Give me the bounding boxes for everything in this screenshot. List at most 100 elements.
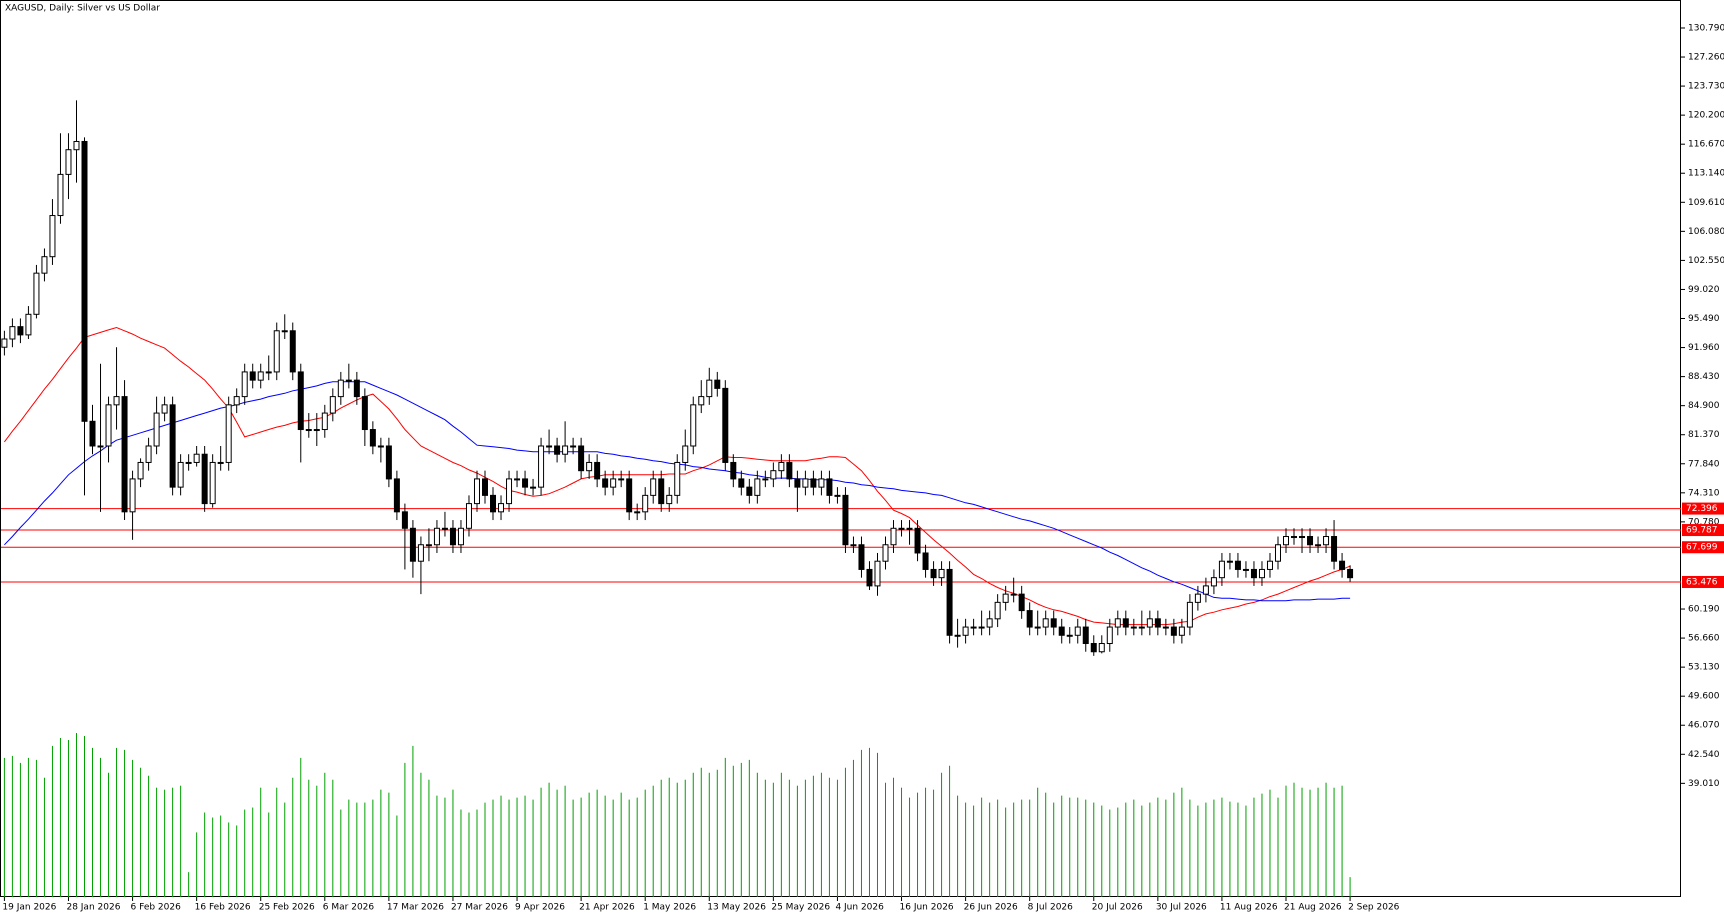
x-tick-label: 25 May 2026 — [771, 903, 830, 913]
x-tick-label: 6 Mar 2026 — [323, 903, 375, 913]
candle-body — [49, 215, 56, 258]
candle-body — [1050, 618, 1057, 628]
candle-body — [433, 527, 440, 546]
candle-body — [850, 544, 857, 547]
candle-body — [490, 494, 497, 513]
candle-body — [1010, 593, 1017, 596]
candle-body — [786, 461, 793, 480]
candle-body — [177, 461, 184, 488]
candle-body — [1042, 618, 1049, 628]
candle-body — [898, 527, 905, 530]
candle-body — [698, 396, 705, 406]
y-tick-label: 39.010 — [1688, 779, 1720, 789]
candle-body — [9, 326, 16, 340]
y-tick-label: 120.200 — [1688, 111, 1724, 121]
candle-body — [530, 486, 537, 489]
candle-body — [1186, 601, 1193, 628]
candle-body — [1347, 568, 1354, 579]
candle-body — [385, 445, 392, 480]
candle-body — [682, 445, 689, 463]
candle-body — [113, 396, 120, 406]
y-tick-label: 91.960 — [1688, 343, 1720, 353]
candle-body — [1130, 626, 1137, 629]
candle-body — [1122, 618, 1129, 628]
candle-body — [938, 568, 945, 579]
candle-body — [345, 379, 352, 382]
candle-body — [1226, 560, 1233, 563]
candle-body — [225, 404, 232, 463]
candle-body — [273, 330, 280, 373]
candle-body — [1026, 610, 1033, 628]
candle-body — [802, 478, 809, 488]
y-tick-label: 109.610 — [1688, 198, 1724, 208]
candle-body — [842, 494, 849, 546]
candle-body — [738, 478, 745, 488]
level-label-bg — [1682, 541, 1724, 554]
candle-body — [353, 379, 360, 398]
candle-body — [1082, 626, 1089, 645]
candle-body — [145, 445, 152, 463]
level-label-bg — [1682, 502, 1724, 515]
candle-body — [393, 478, 400, 513]
candle-body — [602, 478, 609, 488]
candle-body — [1178, 626, 1185, 636]
candle-body — [417, 544, 424, 562]
candle-body — [1323, 536, 1330, 546]
candle-body — [129, 478, 136, 513]
candle-body — [770, 470, 777, 480]
candle-body — [970, 626, 977, 629]
candle-body — [714, 379, 721, 389]
candle-body — [730, 461, 737, 480]
candle-body — [666, 494, 673, 505]
y-tick-label: 113.140 — [1688, 169, 1724, 179]
level-label: 67.699 — [1686, 543, 1718, 553]
candle-body — [906, 527, 913, 530]
candle-body — [1307, 536, 1314, 546]
candle-body — [185, 461, 192, 464]
x-tick-label: 20 Jul 2026 — [1092, 903, 1143, 913]
candle-body — [954, 634, 961, 637]
y-tick-label: 81.370 — [1688, 430, 1720, 440]
candle-body — [826, 478, 833, 496]
candle-body — [1266, 560, 1273, 570]
candle-body — [65, 149, 72, 175]
y-tick-label: 123.730 — [1688, 82, 1724, 92]
candle-body — [313, 429, 320, 432]
candle-body — [193, 453, 200, 463]
candle-body — [321, 412, 328, 431]
candle-body — [794, 478, 801, 488]
candle-body — [978, 626, 985, 629]
candle-body — [1242, 568, 1249, 571]
candle-body — [281, 330, 288, 333]
x-tick-label: 28 Jan 2026 — [66, 903, 120, 913]
candle-body — [930, 568, 937, 579]
candle-body — [465, 503, 472, 529]
candle-body — [762, 478, 769, 481]
candle-body — [810, 478, 817, 488]
candle-body — [522, 478, 529, 488]
candle-body — [25, 313, 32, 336]
candle-body — [1146, 618, 1153, 628]
plot-frame — [0, 0, 1681, 897]
candle-body — [594, 461, 601, 480]
x-tick-label: 25 Feb 2026 — [259, 903, 315, 913]
x-tick-label: 9 Apr 2026 — [515, 903, 565, 913]
candle-body — [473, 478, 480, 505]
candle-body — [241, 371, 248, 398]
candle-body — [578, 445, 585, 472]
candle-body — [1315, 544, 1322, 547]
candle-body — [1090, 643, 1097, 653]
y-tick-label: 116.670 — [1688, 140, 1724, 150]
candle-body — [962, 626, 969, 636]
candle-body — [1154, 618, 1161, 628]
candle-body — [778, 461, 785, 472]
candle-body — [105, 404, 112, 447]
x-tick-label: 19 Jan 2026 — [2, 903, 56, 913]
candle-body — [361, 396, 368, 431]
x-tick-label: 27 Mar 2026 — [451, 903, 508, 913]
candle-body — [257, 371, 264, 381]
y-tick-label: 53.130 — [1688, 663, 1720, 673]
y-tick-label: 84.900 — [1688, 401, 1720, 411]
candle-body — [1202, 585, 1209, 595]
candle-body — [818, 478, 825, 488]
